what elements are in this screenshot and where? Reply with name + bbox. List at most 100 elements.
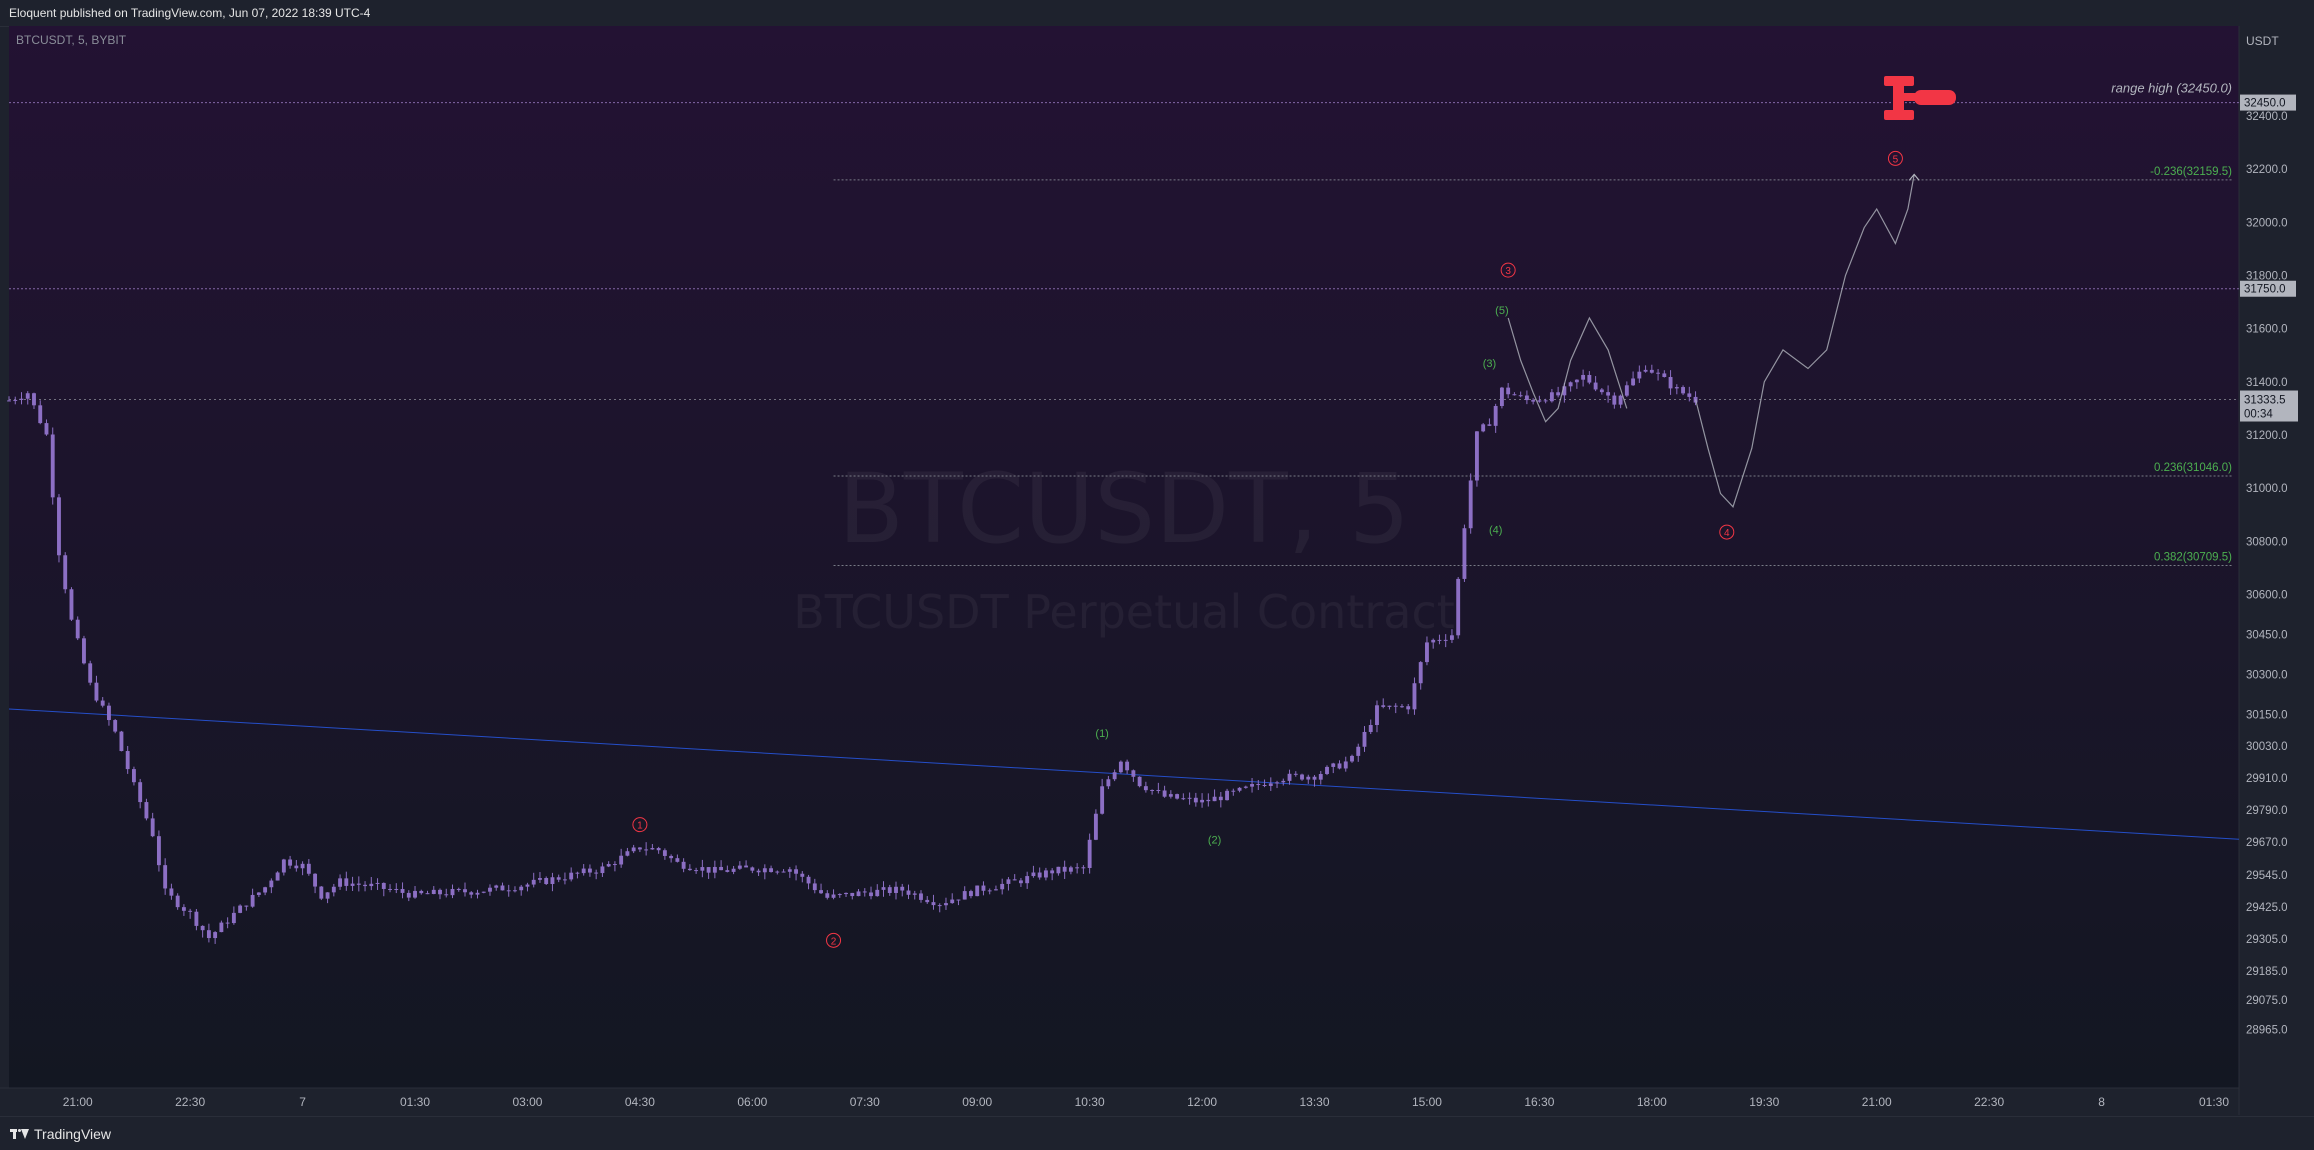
drawings-layer: 1 2 3 4 5 (1) (2) (3) (4) (5)	[632, 150, 1920, 948]
candle-body	[1137, 776, 1142, 787]
candle-body	[1568, 382, 1573, 387]
candle-body	[1418, 662, 1423, 684]
candle-body	[506, 890, 511, 892]
candle-body	[1106, 779, 1111, 787]
wave-label-text: 3	[1505, 266, 1511, 277]
candle-body	[850, 892, 855, 897]
tradingview-logo-icon	[10, 1128, 29, 1140]
time-tick-label: 16:30	[1524, 1095, 1554, 1109]
candle-body	[369, 883, 374, 887]
candle-body	[1493, 406, 1498, 426]
candle-body	[1643, 369, 1648, 372]
candle-body	[7, 400, 11, 402]
candle-body	[13, 399, 18, 401]
candle-body	[1393, 705, 1398, 707]
candle-body	[125, 751, 130, 770]
candle-body	[1574, 379, 1579, 383]
candle-body	[881, 887, 886, 890]
wave-label-minor: (5)	[1495, 305, 1508, 317]
candle-body	[100, 700, 105, 706]
candle-body	[1412, 683, 1417, 710]
candle-body	[1206, 799, 1211, 802]
candle-body	[194, 911, 199, 926]
candle-body	[1231, 790, 1236, 792]
candle-body	[1000, 883, 1005, 890]
wave-label-circle	[1500, 262, 1516, 278]
candle-body	[787, 869, 792, 872]
candle-body	[1112, 772, 1117, 780]
candle-body	[887, 887, 892, 893]
candle-body	[1581, 374, 1586, 380]
candle-body	[1674, 387, 1679, 389]
level-badge-text: 32450.0	[2244, 98, 2286, 110]
candle-body	[256, 892, 261, 895]
candle-body	[644, 849, 649, 851]
candle-body	[1006, 879, 1011, 884]
candle-body	[494, 885, 499, 888]
candle-body	[762, 868, 767, 873]
price-axis[interactable]: 32400.0 32200.0 32000.0 31800.0 31600.0 31400…	[2240, 94, 2298, 1037]
candle-body	[950, 899, 955, 904]
price-scale-panel[interactable]	[2239, 26, 2314, 1115]
candle-body	[969, 891, 973, 897]
candle-body	[63, 555, 68, 590]
candle-body	[419, 890, 424, 894]
candle-body	[631, 847, 636, 852]
range-high-label: range high (32450.0)	[2111, 81, 2232, 96]
candle-body	[1431, 639, 1436, 643]
candle-body	[425, 893, 430, 895]
price-tick-label: 30800.0	[2246, 536, 2288, 548]
candle-body	[1368, 724, 1373, 732]
symbol-legend[interactable]: BTCUSDT, 5, BYBIT	[16, 33, 127, 47]
candle-body	[1562, 386, 1567, 396]
candle-body	[481, 891, 486, 893]
price-tick-label: 31000.0	[2246, 483, 2288, 495]
price-tick-label: 30150.0	[2246, 709, 2288, 721]
candle-body	[119, 731, 124, 752]
candle-body	[431, 889, 436, 894]
candle-body	[781, 871, 786, 873]
candle-body	[1118, 761, 1123, 773]
time-tick-label: 15:00	[1412, 1095, 1442, 1109]
chart-area[interactable]: BTCUSDT, 5 BTCUSDT Perpetual Contract BT…	[0, 26, 2314, 1115]
candle-body	[1193, 797, 1198, 803]
candle-body	[1587, 374, 1592, 383]
tradingview-logo[interactable]: TradingView	[10, 1126, 111, 1142]
price-tick-label: 29305.0	[2246, 934, 2288, 946]
candle-body	[1025, 876, 1030, 884]
candle-body	[206, 930, 211, 939]
trendline	[8, 708, 2240, 840]
wave-label-minor: (4)	[1489, 524, 1502, 536]
candle-body	[306, 863, 311, 874]
candle-body	[656, 848, 661, 851]
candle-body	[1068, 867, 1073, 872]
candle-body	[931, 902, 936, 906]
time-tick-label: 7	[299, 1095, 306, 1109]
projection-path	[1695, 174, 1915, 508]
price-tick-label: 29790.0	[2246, 805, 2288, 817]
candlestick-chart[interactable]: BTCUSDT, 5 BTCUSDT Perpetual Contract BT…	[0, 26, 2314, 1115]
candle-body	[1599, 389, 1604, 393]
time-tick-label: 01:30	[400, 1095, 430, 1109]
candle-body	[919, 893, 923, 900]
levels-layer: range high (32450.0) -0.236(32159.5) 0.236…	[8, 81, 2240, 840]
candle-body	[1087, 839, 1092, 868]
candle-body	[131, 769, 136, 783]
candle-body	[719, 866, 724, 871]
candle-body	[1668, 377, 1673, 389]
time-axis[interactable]: 21:00 22:30 7 01:30 03:00 04:30 06:00 07:30 09:0…	[63, 1095, 2230, 1109]
price-tick-label: 29185.0	[2246, 966, 2288, 978]
candle-body	[1649, 369, 1654, 373]
candle-body	[275, 872, 280, 881]
wave-label-major: 5	[1887, 150, 1903, 166]
price-tick-label: 29670.0	[2246, 837, 2288, 849]
candle-body	[19, 398, 24, 400]
candle-body	[1287, 773, 1292, 781]
candle-body	[1356, 746, 1361, 756]
candle-body	[1018, 880, 1023, 884]
time-scale-panel[interactable]	[0, 1088, 2239, 1115]
candle-body	[1543, 400, 1548, 402]
candle-body	[1624, 385, 1629, 396]
wave-label-circle	[632, 817, 648, 833]
time-tick-label: 10:30	[1075, 1095, 1105, 1109]
